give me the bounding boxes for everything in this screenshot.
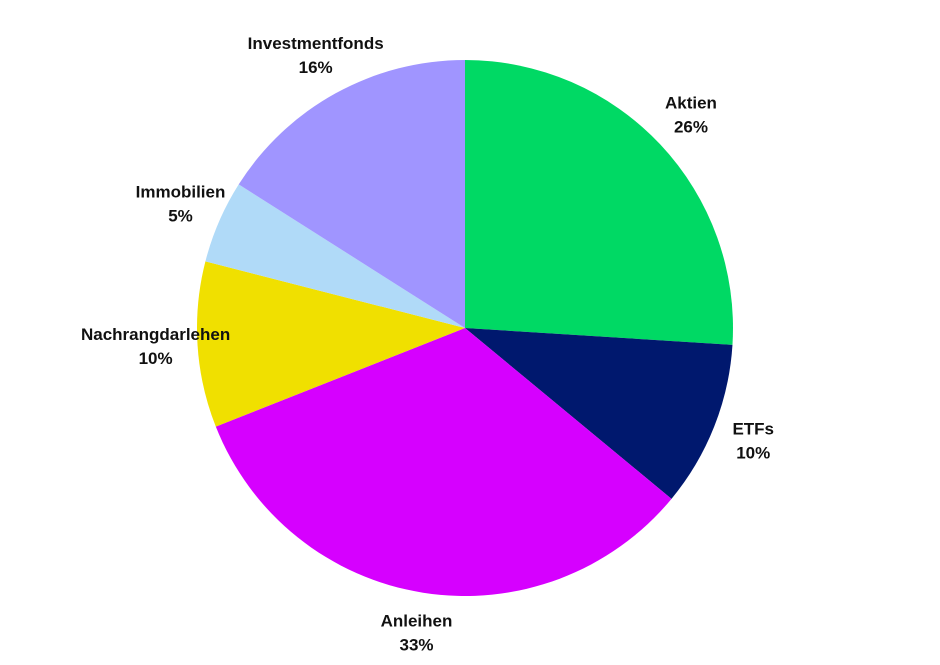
slice-label: Immobilien bbox=[136, 182, 226, 201]
slice-value-label: 16% bbox=[299, 58, 333, 77]
slice-value-label: 10% bbox=[139, 349, 173, 368]
slice-value-label: 10% bbox=[736, 444, 770, 463]
slice-label: Investmentfonds bbox=[248, 34, 384, 53]
slice-label: Nachrangdarlehen bbox=[81, 325, 230, 344]
slice-label: Aktien bbox=[665, 93, 717, 112]
slice-value-label: 33% bbox=[399, 636, 433, 655]
pie-slice bbox=[215, 328, 672, 596]
pie-slice bbox=[205, 184, 465, 328]
pie-slice bbox=[465, 328, 733, 499]
pie-slice bbox=[465, 60, 733, 345]
pie-slice bbox=[196, 261, 465, 427]
slice-label: ETFs bbox=[732, 420, 774, 439]
slice-label: Anleihen bbox=[381, 612, 453, 631]
pie-slice bbox=[238, 60, 465, 328]
slice-value-label: 5% bbox=[168, 206, 193, 225]
slice-value-label: 26% bbox=[674, 117, 708, 136]
